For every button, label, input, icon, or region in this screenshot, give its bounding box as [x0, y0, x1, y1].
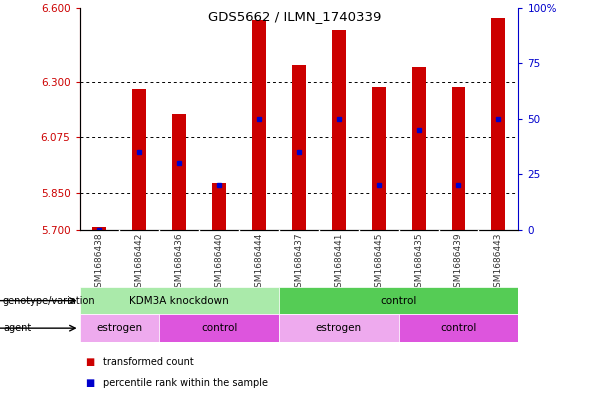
Bar: [491, 18, 505, 230]
Text: control: control: [201, 323, 237, 333]
Text: GSM1686435: GSM1686435: [414, 233, 423, 294]
Text: control: control: [380, 296, 417, 306]
Text: GSM1686445: GSM1686445: [374, 233, 383, 293]
Text: GSM1686442: GSM1686442: [135, 233, 144, 293]
Text: GSM1686436: GSM1686436: [175, 233, 184, 294]
Bar: [80, 287, 279, 314]
Bar: [292, 64, 306, 230]
Text: GSM1686438: GSM1686438: [95, 233, 104, 294]
Bar: [212, 183, 226, 230]
Text: ■: ■: [85, 356, 95, 367]
Text: ■: ■: [85, 378, 95, 388]
Bar: [372, 87, 386, 230]
Text: GSM1686439: GSM1686439: [454, 233, 463, 294]
Text: genotype/variation: genotype/variation: [3, 296, 95, 306]
Text: GDS5662 / ILMN_1740339: GDS5662 / ILMN_1740339: [208, 10, 381, 23]
Text: KDM3A knockdown: KDM3A knockdown: [130, 296, 229, 306]
Text: agent: agent: [3, 323, 31, 333]
Bar: [412, 67, 426, 230]
Text: GSM1686441: GSM1686441: [335, 233, 343, 293]
Text: GSM1686443: GSM1686443: [494, 233, 503, 293]
Text: estrogen: estrogen: [97, 323, 143, 333]
Text: control: control: [441, 323, 477, 333]
Bar: [133, 89, 146, 230]
Text: GSM1686437: GSM1686437: [294, 233, 303, 294]
Bar: [159, 314, 279, 342]
Bar: [279, 287, 518, 314]
Bar: [252, 20, 266, 230]
Bar: [80, 314, 159, 342]
Text: GSM1686444: GSM1686444: [254, 233, 263, 293]
Bar: [172, 114, 186, 230]
Bar: [92, 228, 107, 230]
Bar: [452, 87, 465, 230]
Bar: [332, 30, 346, 230]
Text: GSM1686440: GSM1686440: [214, 233, 224, 293]
Text: estrogen: estrogen: [316, 323, 362, 333]
Bar: [399, 314, 518, 342]
Text: percentile rank within the sample: percentile rank within the sample: [103, 378, 268, 388]
Bar: [279, 314, 399, 342]
Text: transformed count: transformed count: [103, 356, 194, 367]
